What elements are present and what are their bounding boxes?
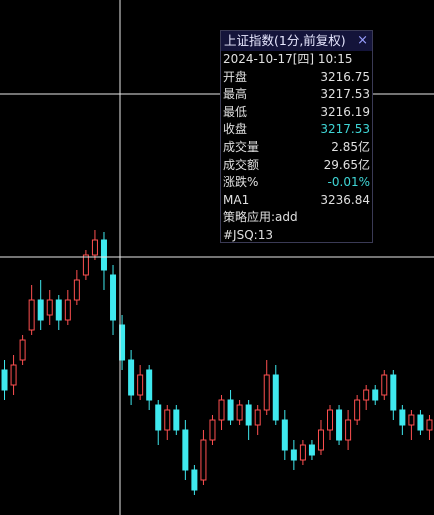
candle-body	[10, 364, 17, 386]
candle-body	[308, 444, 315, 456]
row-value: 3236.84	[320, 192, 370, 207]
candle-body	[110, 274, 117, 321]
candle-body	[381, 374, 388, 396]
candle-body	[28, 299, 35, 331]
candle-body	[182, 429, 189, 471]
row-value: 3217.53	[320, 87, 370, 102]
candle-body	[209, 419, 216, 441]
notes: 策略应用:add #JSQ:13	[221, 209, 372, 244]
row-value: 2.85亿	[331, 139, 370, 154]
candle-body	[1, 369, 8, 391]
candle-body	[399, 409, 406, 426]
candle-body	[327, 409, 334, 431]
row-label: 成交量	[223, 139, 260, 154]
note: #JSQ:13	[223, 227, 273, 242]
note-row: 策略应用:add	[221, 209, 372, 227]
tooltip-row: 成交量 2.85亿	[221, 139, 372, 157]
tooltip-row: 涨跌% -0.01%	[221, 174, 372, 192]
tooltip: 上证指数(1分,前复权) × 2024-10-17[四] 10:15 开盘 321…	[220, 30, 373, 243]
tooltip-row: 最高 3217.53	[221, 86, 372, 104]
candle-body	[390, 374, 397, 411]
candle-body	[164, 409, 171, 431]
row-label: 涨跌%	[223, 175, 259, 190]
candle-body	[299, 444, 306, 461]
candle-body	[263, 374, 270, 411]
row-label: 最低	[223, 104, 248, 119]
candle-body	[236, 404, 243, 421]
tooltip-header: 上证指数(1分,前复权) ×	[221, 31, 372, 51]
candle-body	[245, 404, 252, 426]
tooltip-row: 成交额 29.65亿	[221, 157, 372, 175]
row-label: 最高	[223, 87, 248, 102]
tooltip-row: 最低 3216.19	[221, 104, 372, 122]
date: 2024-10-17[四] 10:15	[223, 52, 353, 66]
candle-body	[218, 399, 225, 421]
candle-body	[227, 399, 234, 421]
close-button[interactable]: ×	[357, 33, 368, 48]
row-value: -0.01%	[327, 175, 370, 190]
candle-body	[64, 299, 71, 321]
candle-body	[73, 279, 80, 301]
candle-body	[290, 449, 297, 461]
row-value: 29.65亿	[323, 157, 370, 172]
candle-body	[254, 409, 261, 426]
candle-body	[426, 419, 433, 431]
candle-body	[191, 469, 198, 491]
candle-body	[91, 239, 98, 256]
tooltip-title: 上证指数(1分,前复权)	[224, 33, 346, 48]
tooltip-row: 收盘 3217.53	[221, 121, 372, 139]
tooltip-row: 开盘 3216.75	[221, 69, 372, 87]
candle-body	[155, 404, 162, 431]
tooltip-row: MA1 3236.84	[221, 192, 372, 210]
rows: 开盘 3216.75 最高 3217.53 最低 3216.19 收盘 3217.53 成交量 2…	[221, 69, 372, 210]
candle-body	[336, 409, 343, 441]
candle-body	[281, 419, 288, 451]
candle-body	[55, 299, 62, 321]
row-value: 3216.75	[320, 69, 370, 84]
date-row: 2024-10-17[四] 10:15	[221, 51, 372, 69]
candle-body	[128, 359, 135, 396]
candle-body	[19, 339, 26, 361]
row-label: MA1	[223, 192, 250, 207]
row-value: 3216.19	[320, 104, 370, 119]
candle-body	[137, 374, 144, 396]
candle-body	[173, 409, 180, 431]
candle-body	[408, 414, 415, 426]
row-label: 收盘	[223, 122, 248, 137]
candle-body	[363, 389, 370, 401]
candle-body	[272, 374, 279, 421]
candle-body	[200, 439, 207, 481]
candle-body	[354, 399, 361, 421]
row-label: 开盘	[223, 69, 248, 84]
row-label: 成交额	[223, 157, 260, 172]
candle-body	[372, 389, 379, 401]
note-row: #JSQ:13	[221, 227, 372, 245]
candle-body	[317, 429, 324, 451]
candle-body	[345, 419, 352, 441]
row-value: 3217.53	[320, 122, 370, 137]
candle-body	[100, 239, 107, 271]
candle-body	[37, 299, 44, 321]
candle-body	[46, 299, 53, 316]
candle-body	[82, 254, 89, 276]
candle-body	[146, 369, 153, 401]
candle-body	[417, 414, 424, 431]
note: 策略应用:add	[223, 210, 298, 225]
